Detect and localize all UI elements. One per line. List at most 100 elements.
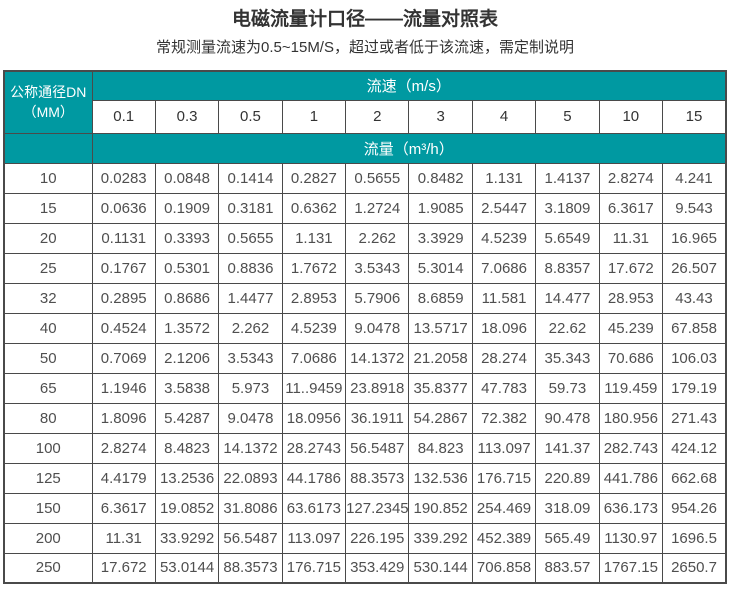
flow-value-cell: 70.686 [598, 342, 664, 374]
speed-header: 流速（m/s） [91, 70, 727, 101]
flow-value-cell: 353.429 [345, 552, 410, 584]
flow-value-cell: 8.6859 [408, 282, 473, 314]
speed-header-row: 公称通径DN （MM） 流速（m/s） [3, 70, 727, 134]
dn-cell: 20 [3, 222, 93, 254]
flow-value-cell: 0.1909 [154, 192, 220, 224]
speed-value-cell: 0.5 [218, 99, 283, 134]
flow-value-cell: 0.8482 [408, 162, 473, 194]
dn-cell: 80 [3, 402, 93, 434]
flow-value-cell: 220.89 [535, 462, 600, 494]
flow-value-cell: 1.3572 [154, 312, 220, 344]
flow-value-cell: 0.4524 [91, 312, 156, 344]
dn-cell: 200 [3, 522, 93, 554]
flow-value-cell: 2.8274 [91, 432, 156, 464]
flow-value-cell: 16.965 [662, 222, 727, 254]
flow-value-cell: 8.8357 [535, 252, 600, 284]
flow-value-cell: 11.31 [91, 522, 156, 554]
flow-value-cell: 2.262 [345, 222, 410, 254]
speed-value-cell: 1 [281, 99, 347, 134]
flow-value-cell: 56.5487 [218, 522, 283, 554]
dn-cell: 32 [3, 282, 93, 314]
flow-value-cell: 318.09 [535, 492, 600, 524]
flow-value-cell: 22.0893 [218, 462, 283, 494]
flow-value-cell: 0.3393 [154, 222, 220, 254]
flow-value-cell: 2.8953 [281, 282, 347, 314]
flow-value-cell: 339.292 [408, 522, 473, 554]
flow-header-row: 流量（m³/h） [3, 132, 727, 164]
corner-header: 公称通径DN （MM） [3, 70, 93, 134]
flow-value-cell: 0.5301 [154, 252, 220, 284]
dn-cell: 250 [3, 552, 93, 584]
flow-value-cell: 113.097 [281, 522, 347, 554]
flow-value-cell: 3.5838 [154, 372, 220, 404]
flow-value-cell: 1.4137 [535, 162, 600, 194]
flow-value-cell: 3.5343 [345, 252, 410, 284]
flow-value-cell: 883.57 [535, 552, 600, 584]
dn-cell: 100 [3, 432, 93, 464]
flow-value-cell: 59.73 [535, 372, 600, 404]
dn-cell: 25 [3, 252, 93, 284]
flow-value-cell: 43.43 [662, 282, 727, 314]
flow-value-cell: 11.581 [471, 282, 537, 314]
table-row: 50 0.7069 2.1206 3.5343 7.0686 14.1372 21.2058… [3, 342, 727, 374]
speed-value-cell: 0.3 [154, 99, 220, 134]
flow-value-cell: 954.26 [662, 492, 727, 524]
flow-value-cell: 0.1131 [91, 222, 156, 254]
flow-value-cell: 5.4287 [154, 402, 220, 434]
speed-value-cell: 4 [471, 99, 537, 134]
table-row: 200 11.31 33.9292 56.5487 113.097 226.195 339.… [3, 522, 727, 554]
flow-value-cell: 72.382 [471, 402, 537, 434]
flow-value-cell: 1767.15 [598, 552, 664, 584]
flow-value-cell: 0.8836 [218, 252, 283, 284]
speed-value-cell: 5 [535, 99, 600, 134]
table-row: 40 0.4524 1.3572 2.262 4.5239 9.0478 13.5717 18… [3, 312, 727, 344]
flow-value-cell: 0.0636 [91, 192, 156, 224]
flow-value-cell: 0.0848 [154, 162, 220, 194]
flow-value-cell: 2650.7 [662, 552, 727, 584]
dn-cell: 40 [3, 312, 93, 344]
flow-value-cell: 11.31 [598, 222, 664, 254]
flow-value-cell: 13.5717 [408, 312, 473, 344]
dn-cell: 10 [3, 162, 93, 194]
flow-value-cell: 3.5343 [218, 342, 283, 374]
dn-cell: 15 [3, 192, 93, 224]
flow-value-cell: 2.5447 [471, 192, 537, 224]
flow-value-cell: 4.241 [662, 162, 727, 194]
table-row: 150 6.3617 19.0852 31.8086 63.6173 127.2345 19… [3, 492, 727, 524]
flow-value-cell: 2.8274 [598, 162, 664, 194]
flow-comparison-table: 公称通径DN （MM） 流速（m/s） 0.1 0.3 0.5 1 2 3 4 5 10 15 流… [3, 70, 727, 584]
page-subtitle: 常规测量流速为0.5~15M/S，超过或者低于该流速，需定制说明 [156, 39, 574, 56]
flow-header: 流量（m³/h） [91, 132, 727, 164]
flow-value-cell: 282.743 [598, 432, 664, 464]
page: 电磁流量计口径——流量对照表 常规测量流速为0.5~15M/S，超过或者低于该流… [0, 8, 730, 584]
flow-value-cell: 88.3573 [218, 552, 283, 584]
flow-value-cell: 1.7672 [281, 252, 347, 284]
flow-value-cell: 7.0686 [281, 342, 347, 374]
table-row: 65 1.1946 3.5838 5.973 11..9459 23.8918 35.837… [3, 372, 727, 404]
flow-value-cell: 179.19 [662, 372, 727, 404]
corner-header-line2: （MM） [22, 104, 74, 121]
flow-value-cell: 63.6173 [281, 492, 347, 524]
flow-value-cell: 2.262 [218, 312, 283, 344]
table-row: 25 0.1767 0.5301 0.8836 1.7672 3.5343 5.3014 7.… [3, 252, 727, 284]
flow-value-cell: 5.7906 [345, 282, 410, 314]
flow-value-cell: 3.1809 [535, 192, 600, 224]
flow-value-cell: 0.2895 [91, 282, 156, 314]
flow-value-cell: 662.68 [662, 462, 727, 494]
flow-value-cell: 132.536 [408, 462, 473, 494]
flow-value-cell: 17.672 [598, 252, 664, 284]
flow-value-cell: 190.852 [408, 492, 473, 524]
flow-value-cell: 56.5487 [345, 432, 410, 464]
speed-values-row: 0.1 0.3 0.5 1 2 3 4 5 10 15 [4, 99, 727, 134]
flow-value-cell: 1696.5 [662, 522, 727, 554]
flow-value-cell: 106.03 [662, 342, 727, 374]
flow-value-cell: 9.0478 [218, 402, 283, 434]
flow-value-cell: 22.62 [535, 312, 600, 344]
flow-value-cell: 0.2827 [281, 162, 347, 194]
flow-value-cell: 17.672 [91, 552, 156, 584]
flow-value-cell: 113.097 [471, 432, 537, 464]
flow-value-cell: 14.1372 [218, 432, 283, 464]
flow-value-cell: 13.2536 [154, 462, 220, 494]
flow-value-cell: 9.0478 [345, 312, 410, 344]
flow-value-cell: 26.507 [662, 252, 727, 284]
